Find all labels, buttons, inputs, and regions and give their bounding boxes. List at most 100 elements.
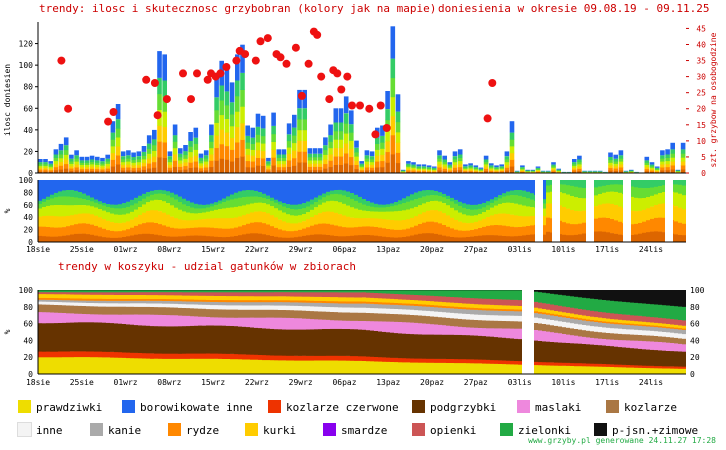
bar-blue-top bbox=[162, 54, 167, 81]
mid-band bbox=[382, 180, 386, 205]
basket-band bbox=[62, 299, 66, 303]
basket-band bbox=[166, 307, 170, 316]
bar-segment bbox=[328, 141, 333, 149]
mid-band bbox=[418, 197, 422, 206]
mid-band bbox=[462, 230, 466, 238]
basket-band bbox=[206, 292, 210, 296]
basket-band bbox=[250, 301, 254, 306]
basket-band bbox=[470, 335, 474, 360]
mid-band bbox=[410, 194, 414, 201]
basket-band bbox=[554, 314, 558, 317]
bar-segment bbox=[307, 156, 313, 161]
bar-blue-top bbox=[660, 150, 665, 156]
mid-band bbox=[170, 197, 174, 206]
mid-band bbox=[246, 190, 250, 197]
basket-band bbox=[50, 357, 54, 375]
basket-band bbox=[150, 300, 154, 304]
basket-band bbox=[330, 306, 334, 312]
bar-segment bbox=[333, 147, 339, 157]
mid-band bbox=[106, 212, 110, 221]
bar-segment bbox=[380, 166, 385, 174]
basket-band bbox=[374, 361, 378, 375]
basket-band bbox=[402, 362, 406, 375]
mid-band bbox=[418, 233, 422, 243]
basket-band bbox=[438, 316, 442, 325]
bar-blue-top bbox=[307, 148, 313, 154]
basket-band bbox=[546, 312, 550, 315]
bar-segment bbox=[219, 114, 224, 130]
bar-segment bbox=[235, 142, 240, 158]
mid-band bbox=[98, 201, 102, 205]
bar-segment bbox=[245, 154, 250, 162]
mid-band bbox=[46, 205, 50, 217]
basket-band bbox=[374, 321, 378, 331]
mid-band bbox=[282, 230, 286, 238]
basket-band bbox=[122, 352, 126, 358]
basket-band bbox=[278, 355, 282, 361]
mid-band bbox=[286, 222, 290, 232]
mid-band bbox=[90, 180, 94, 198]
basket-band bbox=[510, 338, 514, 361]
bar-segment bbox=[281, 154, 287, 158]
basket-band bbox=[478, 298, 482, 305]
basket-band bbox=[494, 359, 498, 364]
basket-band bbox=[166, 358, 170, 375]
bar-blue-top bbox=[84, 156, 90, 161]
basket-band bbox=[430, 295, 434, 302]
basket-band bbox=[106, 303, 110, 307]
basket-band bbox=[122, 292, 126, 295]
bar-segment bbox=[209, 147, 214, 155]
mid-band bbox=[662, 180, 666, 186]
mid-band bbox=[474, 209, 478, 216]
legend-item: inne bbox=[17, 422, 63, 437]
basket-band bbox=[470, 327, 474, 336]
mid-band bbox=[462, 203, 466, 209]
bar-segment bbox=[494, 169, 499, 171]
basket-band bbox=[362, 303, 366, 308]
mid-band bbox=[650, 218, 654, 232]
bar-segment bbox=[649, 168, 655, 171]
mid-band bbox=[202, 208, 206, 213]
basket-band bbox=[162, 353, 166, 359]
mid-band bbox=[478, 220, 482, 229]
bar-segment bbox=[546, 171, 551, 172]
basket-band bbox=[282, 309, 286, 318]
basket-band bbox=[478, 314, 482, 321]
basket-band bbox=[298, 329, 302, 356]
mid-band bbox=[70, 196, 74, 206]
mid-band bbox=[134, 217, 138, 227]
mid-band bbox=[542, 216, 546, 226]
mid-band bbox=[354, 208, 358, 219]
pct-ylabel: % bbox=[3, 208, 12, 213]
bar-segment bbox=[468, 168, 473, 170]
mid-band bbox=[438, 192, 442, 197]
mid-band bbox=[502, 193, 506, 197]
mid-band bbox=[198, 219, 202, 228]
mid-band bbox=[482, 202, 486, 208]
bar-segment bbox=[126, 164, 131, 168]
basket-band bbox=[194, 358, 198, 375]
basket-band bbox=[282, 305, 286, 310]
basket-band bbox=[278, 290, 282, 293]
basket-band bbox=[570, 290, 574, 297]
mid-band bbox=[374, 218, 378, 228]
basket-band bbox=[582, 290, 586, 298]
mid-band bbox=[314, 234, 318, 243]
mid-band bbox=[430, 233, 434, 243]
basket-band bbox=[234, 301, 238, 306]
mid-band bbox=[498, 213, 502, 226]
mid-band bbox=[66, 235, 70, 243]
mid-band bbox=[70, 190, 74, 198]
bar-segment bbox=[69, 163, 74, 167]
mid-band bbox=[246, 196, 250, 205]
bar-segment bbox=[499, 166, 504, 168]
rate-dot bbox=[356, 101, 364, 110]
basket-band bbox=[450, 308, 454, 313]
mid-band bbox=[250, 196, 254, 204]
basket-band bbox=[350, 320, 354, 330]
basket-band bbox=[474, 359, 478, 364]
mid-band bbox=[394, 229, 398, 238]
basket-band bbox=[326, 306, 330, 312]
legend-swatch bbox=[606, 400, 619, 413]
bar-segment bbox=[260, 158, 266, 166]
